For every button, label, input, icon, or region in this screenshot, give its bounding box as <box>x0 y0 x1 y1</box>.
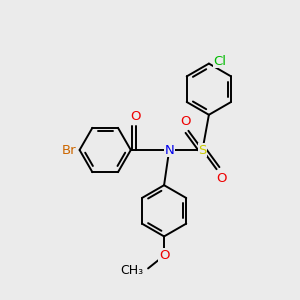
Text: O: O <box>216 172 227 185</box>
Text: N: N <box>164 143 174 157</box>
Text: CH₃: CH₃ <box>120 265 143 278</box>
Text: S: S <box>198 143 207 157</box>
Text: Br: Br <box>61 143 76 157</box>
Text: O: O <box>180 115 190 128</box>
Text: Cl: Cl <box>213 55 226 68</box>
Text: O: O <box>159 249 169 262</box>
Text: O: O <box>131 110 141 123</box>
